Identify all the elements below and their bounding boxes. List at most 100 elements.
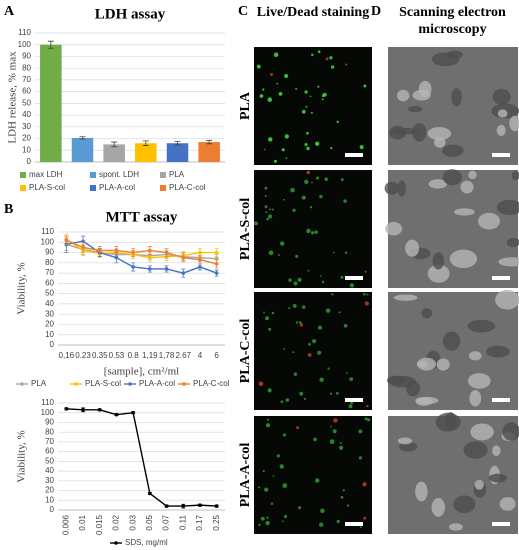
panel-title: Live/Dead staining xyxy=(256,5,370,20)
cell xyxy=(367,418,371,422)
point xyxy=(131,265,135,269)
y-tick-label: 110 xyxy=(41,227,54,236)
scale-bar xyxy=(345,398,363,402)
cell xyxy=(307,269,310,272)
cell xyxy=(303,397,307,401)
cell xyxy=(262,470,265,473)
cell xyxy=(366,404,369,408)
sem-cell xyxy=(442,144,464,157)
sem-cell xyxy=(396,89,410,102)
cell xyxy=(282,433,287,437)
sem-cell xyxy=(474,479,484,490)
cell xyxy=(332,251,335,254)
cell xyxy=(348,404,353,409)
y-tick-label: 0 xyxy=(50,505,55,514)
cell xyxy=(268,250,274,256)
x-tick-label: 0.35 xyxy=(92,351,108,360)
sem-cell xyxy=(449,249,478,269)
cell xyxy=(349,377,354,382)
cell xyxy=(260,516,265,521)
cell xyxy=(295,321,299,324)
y-tick-label: 50 xyxy=(22,98,31,107)
cell xyxy=(322,92,327,97)
cell xyxy=(317,85,320,88)
cell xyxy=(284,73,289,78)
scale-bar xyxy=(345,153,363,157)
legend-marker xyxy=(20,382,24,386)
cell xyxy=(270,502,274,506)
y-tick-label: 80 xyxy=(22,63,31,72)
cell xyxy=(301,195,306,200)
y-tick-label: 110 xyxy=(41,398,54,407)
cell xyxy=(310,231,315,235)
y-tick-label: 110 xyxy=(18,28,31,37)
cell xyxy=(320,508,325,514)
point xyxy=(214,504,219,508)
point xyxy=(148,248,152,253)
cell xyxy=(340,178,344,182)
scale-bar xyxy=(492,398,510,402)
x-tick-label: 0.02 xyxy=(112,514,121,530)
panel-label: A xyxy=(4,4,15,19)
row-label: PLA-C-col xyxy=(238,319,253,384)
cell xyxy=(267,97,273,102)
cell xyxy=(313,437,317,442)
point xyxy=(148,491,152,496)
scale-bar xyxy=(345,276,363,280)
bar xyxy=(166,143,189,162)
cell xyxy=(345,371,348,374)
legend-label: PLA xyxy=(31,379,47,388)
point xyxy=(148,267,152,271)
cell xyxy=(306,170,311,175)
cell xyxy=(258,486,261,489)
x-tick-label: 1,19 xyxy=(142,351,158,360)
bar xyxy=(135,143,157,162)
error-bar xyxy=(79,136,86,140)
scale-bar xyxy=(492,522,510,526)
cell xyxy=(306,228,311,234)
x-tick-label: 0.23 xyxy=(75,351,91,360)
point xyxy=(164,504,169,508)
cell xyxy=(362,292,366,296)
cell xyxy=(329,56,333,60)
cell xyxy=(264,205,268,209)
sem-cell xyxy=(502,422,519,441)
cell xyxy=(283,198,286,201)
sem-image xyxy=(388,170,518,288)
cell xyxy=(331,293,334,296)
cell xyxy=(317,325,323,330)
row-label: PLA-S-col xyxy=(238,198,253,260)
legend-label: PLA-S-col xyxy=(29,183,65,192)
sem-cell xyxy=(386,375,405,386)
cell xyxy=(309,95,312,98)
cell xyxy=(315,478,320,483)
x-tick-label: 0.25 xyxy=(212,514,221,530)
cell xyxy=(363,516,367,520)
legend-label: PLA-C-col xyxy=(169,183,206,192)
sem-cell xyxy=(451,88,462,107)
cell xyxy=(304,90,308,94)
cell xyxy=(319,194,323,199)
point xyxy=(164,250,169,255)
cell xyxy=(292,208,296,212)
cell xyxy=(256,64,261,69)
cell xyxy=(266,418,269,421)
y-tick-label: 20 xyxy=(45,320,54,329)
cell xyxy=(262,88,265,91)
cell xyxy=(276,82,279,85)
y-tick-label: 90 xyxy=(22,52,31,61)
x-tick-label: 1,78 xyxy=(159,351,175,360)
cell xyxy=(298,321,302,324)
cell xyxy=(308,342,311,346)
cell xyxy=(330,65,335,69)
scale-bar xyxy=(492,153,510,157)
point xyxy=(214,271,219,275)
cell xyxy=(279,464,284,469)
y-tick-label: 40 xyxy=(45,466,54,475)
cell xyxy=(283,348,286,350)
legend-swatch xyxy=(90,185,96,191)
cell xyxy=(282,483,288,488)
cell xyxy=(296,426,300,430)
legend-label: PLA-A-col xyxy=(139,379,175,388)
cell xyxy=(304,179,309,185)
